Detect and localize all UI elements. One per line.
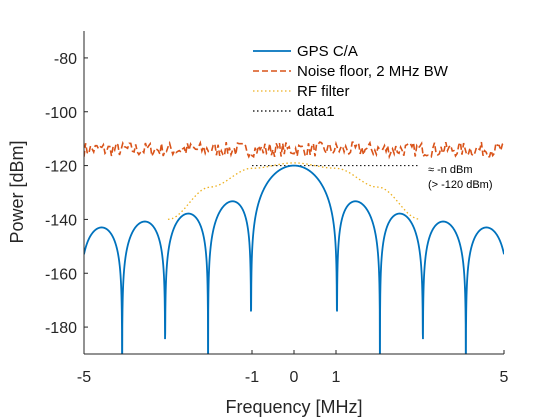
x-tick-label: -5 — [77, 369, 91, 386]
series-layer — [84, 140, 504, 354]
legend-label: RF filter — [297, 83, 350, 100]
annotation-line2: (> -120 dBm) — [428, 179, 493, 191]
x-tick-label: -1 — [245, 369, 259, 386]
annotation-line1: ≈ -n dBm — [428, 164, 473, 176]
y-tick-label: -180 — [45, 320, 77, 337]
tick-layer: -5 -1 0 1 5 -180 -160 -140 -120 -100 -80 — [45, 51, 509, 386]
x-tick-label: 0 — [290, 369, 299, 386]
y-tick-label: -80 — [54, 51, 77, 68]
y-tick-label: -120 — [45, 159, 77, 176]
legend: GPS C/A Noise floor, 2 MHz BW RF filter dat… — [253, 43, 449, 120]
x-axis-label: Frequency [MHz] — [225, 397, 362, 417]
legend-label: GPS C/A — [297, 43, 358, 60]
noise-annotation: ≈ -n dBm (> -120 dBm) — [428, 164, 493, 191]
x-tick-label: 1 — [332, 369, 341, 386]
legend-label: data1 — [297, 103, 335, 120]
y-tick-label: -100 — [45, 105, 77, 122]
y-tick-label: -140 — [45, 212, 77, 229]
x-tick-label: 5 — [500, 369, 509, 386]
series-noise-floor — [84, 140, 504, 160]
y-tick-label: -160 — [45, 266, 77, 283]
series-rf-filter — [167, 162, 421, 221]
series-gps-ca — [84, 164, 504, 354]
y-axis-label: Power [dBm] — [7, 140, 27, 243]
legend-label: Noise floor, 2 MHz BW — [297, 63, 449, 80]
